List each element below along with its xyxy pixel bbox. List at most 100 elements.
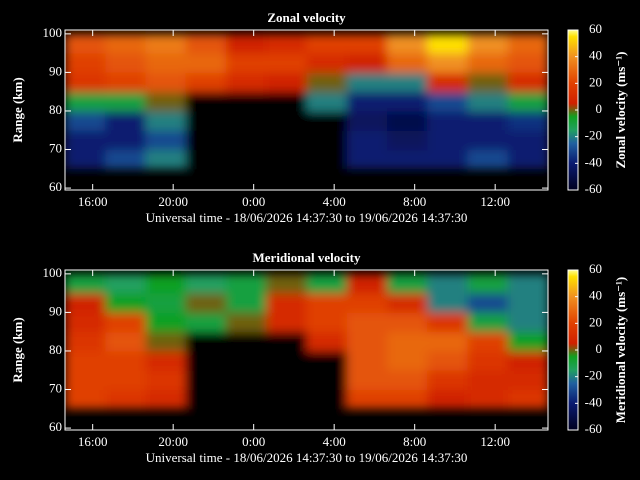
cell [145, 149, 187, 170]
cell [185, 389, 227, 410]
cell [65, 312, 106, 333]
cell [185, 130, 227, 151]
cell [226, 130, 267, 151]
cell [507, 331, 548, 352]
cell [105, 389, 146, 410]
cell [427, 293, 468, 313]
cell [306, 53, 348, 73]
cell [507, 389, 548, 410]
x-tick-label: 16:00 [78, 434, 108, 449]
colorbar-tick-label: 60 [589, 21, 602, 36]
y-tick-label: 60 [49, 179, 62, 194]
heatmap-cells [65, 33, 548, 170]
cell [387, 33, 428, 54]
cell [387, 370, 428, 391]
cell [145, 312, 187, 333]
colorbar-label: Meridional velocity (ms⁻¹) [613, 277, 628, 424]
cell [145, 53, 187, 73]
cell [266, 370, 307, 391]
colorbar-tick-label: 0 [596, 101, 603, 116]
cell [145, 293, 187, 313]
cell [65, 110, 106, 131]
cell [427, 389, 468, 410]
cell [387, 53, 428, 73]
cell [105, 350, 146, 371]
y-axis-label: Range (km) [10, 77, 25, 142]
cell [387, 389, 428, 410]
cell [65, 350, 106, 371]
cell [467, 389, 509, 410]
cell [145, 370, 187, 391]
cell [427, 91, 468, 112]
cell [427, 33, 468, 54]
y-tick-label: 90 [49, 303, 62, 318]
cell [507, 72, 548, 93]
cell [105, 110, 146, 131]
cell [507, 91, 548, 112]
cell [387, 312, 428, 333]
cell [346, 273, 388, 294]
cell [467, 370, 509, 391]
cell [266, 33, 307, 54]
cell [105, 312, 146, 333]
cell [467, 273, 509, 294]
heatmap [65, 273, 548, 410]
cell [467, 312, 509, 333]
colorbar-tick-label: -20 [585, 128, 602, 143]
cell [65, 33, 106, 54]
cell [387, 149, 428, 170]
plot-frame [64, 269, 549, 431]
x-tick-label: 0:00 [242, 194, 265, 209]
cell [185, 273, 227, 294]
cell [427, 130, 468, 151]
cell [346, 312, 388, 333]
colorbar-tick-label: 20 [589, 74, 602, 89]
cell [105, 293, 146, 313]
cell [467, 91, 509, 112]
cell [427, 149, 468, 170]
cell [507, 350, 548, 371]
cell [306, 149, 348, 170]
cell [65, 370, 106, 391]
cell [145, 273, 187, 294]
cell [185, 72, 227, 93]
cell [65, 72, 106, 93]
cell [306, 110, 348, 131]
cell [105, 91, 146, 112]
cell [507, 130, 548, 151]
cell [105, 273, 146, 294]
cell [226, 389, 267, 410]
cell [226, 91, 267, 112]
cell [427, 370, 468, 391]
y-tick-label: 90 [49, 63, 62, 78]
y-tick-label: 80 [49, 102, 62, 117]
cell [306, 389, 348, 410]
cell [467, 33, 509, 54]
cell [266, 389, 307, 410]
cell [266, 293, 307, 313]
colorbar-tick-label: -40 [585, 154, 602, 169]
cell [427, 331, 468, 352]
cell [306, 312, 348, 333]
cell [145, 91, 187, 112]
cell [346, 350, 388, 371]
cell [226, 53, 267, 73]
cell [306, 91, 348, 112]
cell [226, 33, 267, 54]
y-tick-label: 100 [43, 25, 63, 40]
cell [105, 130, 146, 151]
cell [226, 72, 267, 93]
cell [105, 370, 146, 391]
colorbar-tick-label: -20 [585, 368, 602, 383]
plot-frame [64, 29, 549, 191]
cell [266, 350, 307, 371]
cell [346, 370, 388, 391]
y-axis-label: Range (km) [10, 317, 25, 382]
cell [65, 389, 106, 410]
cell [266, 72, 307, 93]
x-tick-label: 16:00 [78, 194, 108, 209]
y-tick-label: 80 [49, 342, 62, 357]
cell [185, 91, 227, 112]
y-tick-label: 100 [43, 265, 63, 280]
cell [266, 273, 307, 294]
